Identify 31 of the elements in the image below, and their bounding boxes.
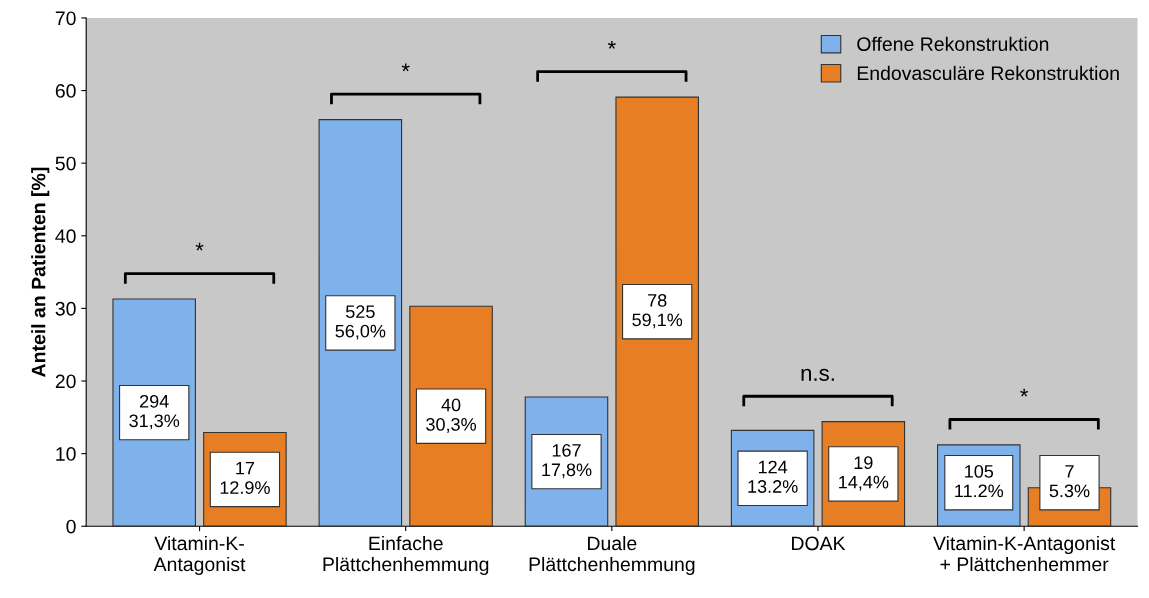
- y-tick-label: 30: [55, 301, 76, 316]
- data-label: 167 17,8%: [542, 443, 592, 479]
- data-label: 78 59,1%: [632, 294, 683, 329]
- data-label: 105 11.2%: [955, 465, 1004, 498]
- y-tick-label: 50: [55, 156, 76, 171]
- x-tick-label: DOAK: [792, 536, 846, 551]
- x-tick-label: Vitamin-K-Antagonist + Plättchenhemmer: [933, 535, 1116, 572]
- y-tick-label: 20: [55, 374, 76, 389]
- data-label: 17 12.9%: [220, 461, 270, 494]
- x-tick-label: Vitamin-K- Antagonist: [153, 535, 246, 576]
- y-tick-label: 40: [55, 229, 76, 244]
- data-label: 525 56,0%: [335, 305, 386, 340]
- annotation: *: [1020, 388, 1029, 397]
- y-tick-label: 60: [55, 84, 76, 98]
- data-label: 40 30,3%: [426, 398, 477, 433]
- data-label: 294 31,3%: [129, 394, 180, 430]
- annotation: *: [401, 63, 410, 72]
- annotation: *: [195, 242, 204, 251]
- data-label: 124 13.2%: [748, 460, 798, 493]
- x-tick-label: Duale Plättchenhemmung: [529, 535, 695, 576]
- y-tick-label: 70: [55, 11, 76, 26]
- annotation: n.s.: [801, 368, 834, 381]
- legend-label: Endovasculäre Rekonstruktion: [857, 65, 1119, 81]
- y-tick-label: 10: [56, 447, 76, 461]
- y-axis-title: Anteil an Patienten [%]: [31, 167, 50, 377]
- legend-label: Offene Rekonstruktion: [857, 36, 1049, 51]
- data-label: 19 14,4%: [839, 456, 889, 491]
- y-tick-label: 0: [66, 519, 76, 534]
- data-label: 7 5.3%: [1049, 465, 1090, 498]
- x-tick-label: Einfache Plättchenhemmung: [323, 535, 489, 576]
- annotation: *: [607, 40, 616, 49]
